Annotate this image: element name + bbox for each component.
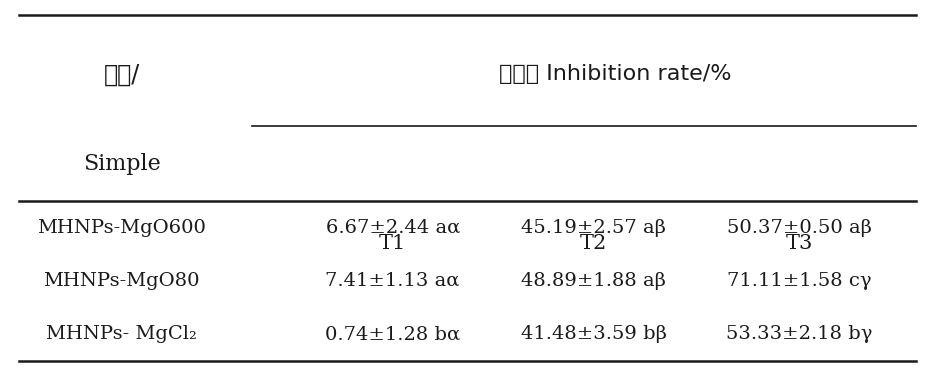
Text: Simple: Simple [82,153,161,175]
Text: T2: T2 [580,234,608,253]
Text: 6.67±2.44 aα: 6.67±2.44 aα [325,218,460,237]
Text: 45.19±2.57 aβ: 45.19±2.57 aβ [522,218,666,237]
Text: 48.89±1.88 aβ: 48.89±1.88 aβ [522,272,666,290]
Text: 50.37±0.50 aβ: 50.37±0.50 aβ [727,218,871,237]
Text: MHNPs-MgO600: MHNPs-MgO600 [37,218,206,237]
Text: 7.41±1.13 aα: 7.41±1.13 aα [325,272,460,290]
Text: 41.48±3.59 bβ: 41.48±3.59 bβ [521,325,667,343]
Text: 53.33±2.18 bγ: 53.33±2.18 bγ [726,325,872,343]
Text: 0.74±1.28 bα: 0.74±1.28 bα [325,325,460,343]
Text: T1: T1 [379,234,407,253]
Text: MHNPs-MgO80: MHNPs-MgO80 [43,272,200,290]
Text: 抑制率 Inhibition rate/%: 抑制率 Inhibition rate/% [498,64,731,84]
Text: 71.11±1.58 cγ: 71.11±1.58 cγ [727,272,871,290]
Text: MHNPs- MgCl₂: MHNPs- MgCl₂ [46,325,197,343]
Text: 样品/: 样品/ [104,62,139,86]
Text: T3: T3 [785,234,813,253]
